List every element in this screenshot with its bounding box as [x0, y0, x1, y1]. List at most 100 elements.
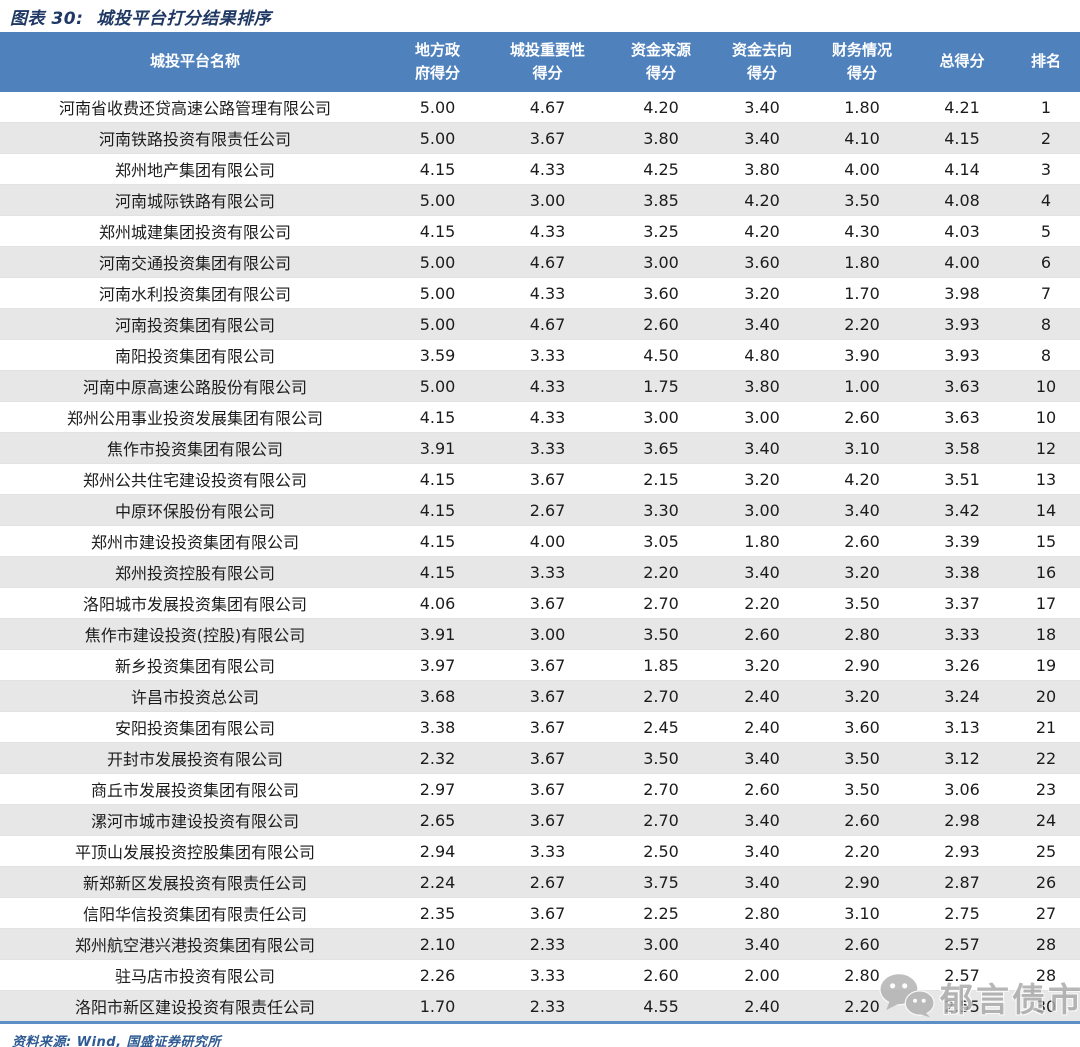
score-cell: 1.00: [812, 370, 912, 402]
score-cell: 4.15: [390, 401, 485, 433]
platform-name-cell: 洛阳市新区建设投资有限责任公司: [0, 990, 390, 1023]
platform-name-cell: 南阳投资集团有限公司: [0, 339, 390, 371]
scores-table: 城投平台名称 地方政 府得分 城投重要性 得分 资金来源 得分 资金去向 得分 财务情况 …: [0, 32, 1080, 1024]
rank-cell: 23: [1012, 773, 1080, 805]
score-cell: 2.50: [610, 835, 712, 867]
score-cell: 1.75: [610, 370, 712, 402]
score-cell: 3.67: [485, 649, 610, 681]
score-cell: 2.70: [610, 587, 712, 619]
score-cell: 3.50: [610, 618, 712, 650]
score-cell: 2.80: [712, 897, 812, 929]
rank-cell: 22: [1012, 742, 1080, 774]
column-header: 资金来源 得分: [610, 32, 712, 92]
score-cell: 4.15: [390, 494, 485, 526]
score-cell: 2.20: [712, 587, 812, 619]
table-header: 城投平台名称 地方政 府得分 城投重要性 得分 资金来源 得分 资金去向 得分 财务情况 …: [0, 32, 1080, 92]
table-row: 河南城际铁路有限公司 5.00 3.00 3.85 4.20 3.50 4.08 4: [0, 184, 1080, 216]
score-cell: 3.63: [912, 401, 1012, 433]
score-cell: 3.40: [812, 494, 912, 526]
score-cell: 2.65: [390, 804, 485, 836]
platform-name-cell: 新郑新区发展投资有限责任公司: [0, 866, 390, 898]
score-cell: 5.00: [390, 308, 485, 340]
score-cell: 3.67: [485, 680, 610, 712]
score-cell: 3.20: [712, 649, 812, 681]
score-cell: 2.90: [812, 649, 912, 681]
source-note: 资料来源: Wind, 国盛证券研究所: [12, 1035, 222, 1047]
score-cell: 2.75: [912, 897, 1012, 929]
platform-name-cell: 郑州城建集团投资有限公司: [0, 215, 390, 247]
rank-cell: 27: [1012, 897, 1080, 929]
score-cell: 4.33: [485, 153, 610, 185]
platform-name-cell: 漯河市城市建设投资有限公司: [0, 804, 390, 836]
score-cell: 3.65: [610, 432, 712, 464]
rank-cell: 19: [1012, 649, 1080, 681]
table-row: 郑州公用事业投资发展集团有限公司 4.15 4.33 3.00 3.00 2.60 3.63…: [0, 401, 1080, 433]
score-cell: 3.33: [485, 835, 610, 867]
score-cell: 3.51: [912, 463, 1012, 495]
score-cell: 2.24: [390, 866, 485, 898]
score-cell: 4.33: [485, 277, 610, 309]
score-cell: 3.38: [390, 711, 485, 743]
platform-name-cell: 安阳投资集团有限公司: [0, 711, 390, 743]
table-row: 平顶山发展投资控股集团有限公司 2.94 3.33 2.50 3.40 2.20 2.93 2…: [0, 835, 1080, 867]
rank-cell: 3: [1012, 153, 1080, 185]
score-cell: 4.20: [812, 463, 912, 495]
table-row: 郑州地产集团有限公司 4.15 4.33 4.25 3.80 4.00 4.14 3: [0, 153, 1080, 185]
score-cell: 3.00: [610, 401, 712, 433]
column-header: 城投平台名称: [0, 32, 390, 92]
score-cell: 3.40: [712, 92, 812, 123]
score-cell: 3.06: [912, 773, 1012, 805]
platform-name-cell: 郑州投资控股有限公司: [0, 556, 390, 588]
table-row: 焦作市投资集团有限公司 3.91 3.33 3.65 3.40 3.10 3.58 12: [0, 432, 1080, 464]
score-cell: 4.67: [485, 246, 610, 278]
table-row: 河南交通投资集团有限公司 5.00 4.67 3.00 3.60 1.80 4.00 6: [0, 246, 1080, 278]
rank-cell: 6: [1012, 246, 1080, 278]
score-cell: 3.20: [712, 463, 812, 495]
score-cell: 5.00: [390, 184, 485, 216]
score-cell: 2.57: [912, 928, 1012, 960]
rank-cell: 7: [1012, 277, 1080, 309]
score-cell: 2.20: [812, 308, 912, 340]
platform-name-cell: 许昌市投资总公司: [0, 680, 390, 712]
score-cell: 4.33: [485, 370, 610, 402]
rank-cell: 21: [1012, 711, 1080, 743]
rank-cell: 14: [1012, 494, 1080, 526]
score-cell: 3.38: [912, 556, 1012, 588]
score-cell: 3.67: [485, 742, 610, 774]
score-cell: 2.67: [485, 866, 610, 898]
score-cell: 3.20: [812, 680, 912, 712]
rank-cell: 4: [1012, 184, 1080, 216]
table-row: 洛阳市新区建设投资有限责任公司 1.70 2.33 4.55 2.40 2.20 2.55 3…: [0, 990, 1080, 1023]
score-cell: 2.98: [912, 804, 1012, 836]
score-cell: 3.98: [912, 277, 1012, 309]
score-cell: 3.75: [610, 866, 712, 898]
table-row: 郑州市建设投资集团有限公司 4.15 4.00 3.05 1.80 2.60 3.39 15: [0, 525, 1080, 557]
score-cell: 3.67: [485, 122, 610, 154]
table-row: 洛阳城市发展投资集团有限公司 4.06 3.67 2.70 2.20 3.50 3.37 17: [0, 587, 1080, 619]
platform-name-cell: 河南铁路投资有限责任公司: [0, 122, 390, 154]
score-cell: 3.67: [485, 587, 610, 619]
platform-name-cell: 郑州地产集团有限公司: [0, 153, 390, 185]
score-cell: 2.94: [390, 835, 485, 867]
score-cell: 2.87: [912, 866, 1012, 898]
score-cell: 3.40: [712, 835, 812, 867]
score-cell: 3.40: [712, 928, 812, 960]
score-cell: 3.40: [712, 432, 812, 464]
score-cell: 1.80: [812, 246, 912, 278]
score-cell: 3.33: [485, 959, 610, 991]
platform-name-cell: 郑州市建设投资集团有限公司: [0, 525, 390, 557]
platform-name-cell: 开封市发展投资有限公司: [0, 742, 390, 774]
score-cell: 3.37: [912, 587, 1012, 619]
score-cell: 4.21: [912, 92, 1012, 123]
score-cell: 4.20: [712, 184, 812, 216]
score-cell: 3.26: [912, 649, 1012, 681]
score-cell: 4.67: [485, 308, 610, 340]
table-row: 驻马店市投资有限公司 2.26 3.33 2.60 2.00 2.80 2.57 28: [0, 959, 1080, 991]
rank-cell: 13: [1012, 463, 1080, 495]
score-cell: 4.30: [812, 215, 912, 247]
platform-name-cell: 郑州航空港兴港投资集团有限公司: [0, 928, 390, 960]
table-row: 中原环保股份有限公司 4.15 2.67 3.30 3.00 3.40 3.42 14: [0, 494, 1080, 526]
column-header: 财务情况 得分: [812, 32, 912, 92]
score-cell: 2.70: [610, 804, 712, 836]
